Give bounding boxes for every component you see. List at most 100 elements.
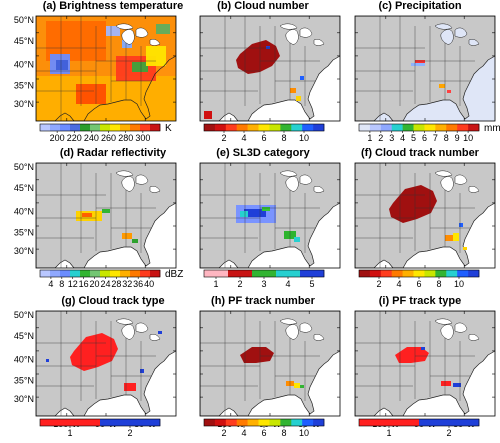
colorbar-swatch: [369, 270, 382, 277]
colorbar-unit: mm: [484, 123, 500, 134]
lat-label: 35°N: [14, 375, 34, 385]
colorbar-label: 8: [59, 279, 64, 289]
track-region: [140, 369, 144, 373]
colorbar-label: 2: [221, 428, 226, 438]
colorbar-swatch: [258, 419, 270, 426]
colorbar-2: 1 2 3 4 5 6 7 8 9 10 mm: [358, 123, 500, 143]
map-1: [199, 15, 341, 122]
panel-e: (e) SL3D category: [183, 147, 343, 162]
colorbar-swatch: [150, 270, 161, 277]
colorbar-swatch: [280, 124, 292, 131]
colorbar-swatch: [40, 270, 51, 277]
colorbar-swatch: [280, 419, 292, 426]
tb-region: [146, 46, 166, 66]
colorbar-swatch: [225, 124, 238, 131]
colorbar-swatch: [269, 124, 281, 131]
colorbar-swatch: [100, 270, 111, 277]
lake: [135, 174, 149, 185]
lake: [454, 322, 468, 333]
lat-label: 45°N: [14, 36, 34, 46]
map-content: [36, 311, 176, 416]
colorbar-swatch: [457, 270, 469, 277]
colorbar-label: 2: [127, 428, 132, 438]
panel-title: (i) PF track type: [378, 295, 462, 307]
lake: [149, 185, 161, 193]
track-region: [445, 235, 453, 241]
colorbar-label: 6: [416, 279, 421, 289]
colorbar-swatch: [391, 124, 403, 131]
colorbar-label: 2: [378, 133, 383, 143]
colorbar-label: 10: [454, 279, 464, 289]
colorbar-label: 2: [376, 279, 381, 289]
track-region: [459, 223, 463, 227]
colorbar-swatch: [435, 270, 447, 277]
map-content: [355, 311, 495, 416]
colorbar-label: 10: [463, 133, 473, 143]
map-8: [354, 310, 496, 417]
track-region: [266, 46, 270, 49]
colorbar-swatch: [247, 419, 259, 426]
colorbar-swatch: [300, 270, 325, 277]
colorbar-swatch: [302, 419, 314, 426]
panel-a: (a) Brightness temperature: [0, 0, 190, 145]
colorbar-label: 240: [84, 133, 99, 143]
colorbar-1: 2 4 6 8 10: [203, 123, 325, 143]
map-3: [35, 162, 177, 269]
lat-label: 30°N: [14, 99, 34, 109]
track-region: [389, 185, 437, 223]
map-content: [36, 163, 176, 268]
colorbar-3: 4 8 12 16 20 24 28 32 36 40 dBZ: [39, 269, 183, 289]
colorbar-swatch: [402, 270, 414, 277]
colorbar-swatch: [380, 270, 393, 277]
colorbar-swatch: [359, 124, 371, 131]
colorbar-swatch: [402, 124, 414, 131]
colorbar-swatch: [236, 419, 248, 426]
colorbar-swatch: [291, 124, 303, 131]
colorbar-swatch: [228, 270, 253, 277]
colorbar-swatch: [380, 124, 393, 131]
colorbar-label: 9: [455, 133, 460, 143]
track-region: [240, 211, 248, 217]
colorbar-label: 3: [389, 133, 394, 143]
panel-title: (f) Cloud track number: [361, 147, 479, 159]
colorbar-label: 1: [367, 133, 372, 143]
colorbar-label: 8: [281, 133, 286, 143]
track-region: [411, 63, 425, 66]
lat-label: 50°N: [14, 310, 34, 320]
map-content: [200, 16, 340, 121]
map-6: [35, 310, 177, 417]
colorbar-label: 4: [241, 133, 246, 143]
lake: [285, 324, 299, 340]
colorbar-label: 280: [118, 133, 133, 143]
colorbar-label: 1: [213, 279, 218, 289]
panel-g: (g) Cloud track type: [0, 295, 190, 310]
colorbar-swatch: [100, 419, 161, 426]
colorbar-swatch: [391, 270, 403, 277]
colorbar-label: 8: [444, 133, 449, 143]
lake: [313, 333, 325, 341]
lake: [279, 23, 298, 30]
colorbar-unit: K: [165, 123, 172, 134]
lat-label: 35°N: [14, 227, 34, 237]
map-content: [36, 16, 176, 121]
colorbar-swatch: [359, 419, 420, 426]
lake: [468, 333, 480, 341]
colorbar-frame: [39, 123, 161, 132]
colorbar-swatch: [60, 270, 71, 277]
colorbar-swatch: [40, 124, 51, 131]
lake: [468, 185, 480, 193]
colorbar-label: 4: [396, 279, 401, 289]
track-region: [240, 347, 274, 363]
lat-label: 45°N: [14, 331, 34, 341]
colorbar-swatch: [90, 124, 101, 131]
panel-title: (g) Cloud track type: [61, 295, 165, 307]
colorbar-swatch: [120, 270, 131, 277]
colorbar-swatch: [140, 124, 151, 131]
lake: [135, 322, 149, 333]
track-region: [290, 88, 296, 93]
colorbar-label: 10: [299, 428, 309, 438]
colorbar-label: 4: [285, 279, 290, 289]
colorbar-label: 2: [237, 279, 242, 289]
track-region: [122, 233, 132, 239]
